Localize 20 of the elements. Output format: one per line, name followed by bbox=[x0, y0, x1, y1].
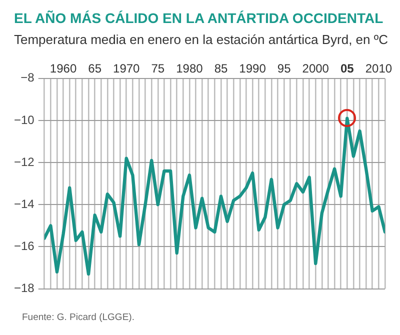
x-tick-label: 1960 bbox=[50, 62, 77, 76]
y-tick-label: −18 bbox=[14, 281, 35, 296]
x-tick-label: 95 bbox=[277, 62, 292, 76]
x-tick-label: 2000 bbox=[302, 62, 330, 76]
chart-title: EL AÑO MÁS CÁLIDO EN LA ANTÁRTIDA OCCIDENTAL bbox=[14, 10, 384, 26]
y-tick-label: −10 bbox=[14, 112, 35, 127]
y-tick-label: −16 bbox=[14, 239, 35, 254]
x-tick-label: 05 bbox=[340, 62, 354, 76]
x-tick-label: 85 bbox=[214, 62, 228, 76]
y-tick-label: −14 bbox=[14, 196, 35, 211]
source-note: Fuente: G. Picard (LGGE). bbox=[22, 312, 134, 323]
x-tick-label: 75 bbox=[151, 62, 165, 76]
x-tick-label: 1990 bbox=[239, 62, 266, 76]
y-tick-label: −12 bbox=[14, 154, 35, 169]
chart-subtitle: Temperatura media en enero en la estación antártica Byrd, en ºC bbox=[14, 32, 388, 47]
x-tick-label: 65 bbox=[88, 62, 102, 76]
y-tick-label: −8 bbox=[20, 70, 35, 85]
x-tick-label: 1980 bbox=[176, 62, 204, 76]
x-tick-label: 1970 bbox=[113, 62, 140, 76]
x-tick-label: 2010 bbox=[365, 62, 392, 76]
